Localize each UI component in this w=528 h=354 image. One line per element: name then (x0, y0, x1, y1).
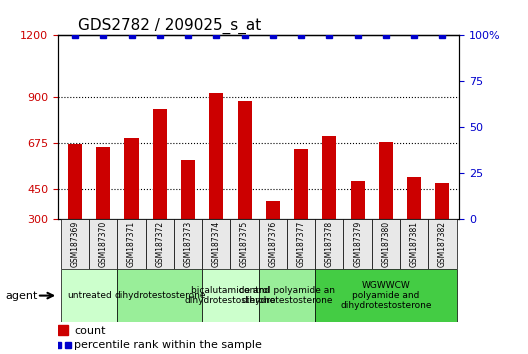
FancyBboxPatch shape (202, 219, 230, 269)
Text: GSM187376: GSM187376 (268, 221, 277, 267)
Text: GSM187377: GSM187377 (297, 221, 306, 267)
FancyBboxPatch shape (61, 269, 117, 322)
Text: GSM187375: GSM187375 (240, 221, 249, 267)
FancyBboxPatch shape (61, 219, 89, 269)
Text: count: count (74, 326, 106, 336)
Bar (407, 177, 421, 219)
Bar (266, 201, 280, 219)
FancyBboxPatch shape (259, 219, 287, 269)
FancyBboxPatch shape (287, 219, 315, 269)
Text: GDS2782 / 209025_s_at: GDS2782 / 209025_s_at (78, 18, 261, 34)
Bar (379, 142, 393, 219)
Bar (153, 109, 167, 219)
Bar (436, 183, 449, 219)
Text: WGWWCW
polyamide and
dihydrotestosterone: WGWWCW polyamide and dihydrotestosterone (340, 281, 431, 310)
Text: dihydrotestosterone: dihydrotestosterone (114, 291, 205, 300)
Text: agent: agent (5, 291, 37, 301)
Text: GSM187372: GSM187372 (155, 221, 164, 267)
Bar (181, 160, 195, 219)
FancyBboxPatch shape (117, 269, 202, 322)
Text: GSM187371: GSM187371 (127, 221, 136, 267)
Text: GSM187381: GSM187381 (410, 221, 419, 267)
FancyBboxPatch shape (202, 269, 259, 322)
Bar (125, 138, 139, 219)
FancyBboxPatch shape (315, 269, 457, 322)
Text: GSM187369: GSM187369 (71, 221, 80, 267)
FancyBboxPatch shape (89, 219, 117, 269)
Text: GSM187374: GSM187374 (212, 221, 221, 267)
Text: GSM187378: GSM187378 (325, 221, 334, 267)
FancyBboxPatch shape (174, 219, 202, 269)
Text: percentile rank within the sample: percentile rank within the sample (74, 340, 262, 350)
FancyBboxPatch shape (372, 219, 400, 269)
FancyBboxPatch shape (117, 219, 146, 269)
Text: bicalutamide and
dihydrotestosterone: bicalutamide and dihydrotestosterone (185, 286, 276, 305)
Bar (209, 93, 223, 219)
Text: GSM187373: GSM187373 (184, 221, 193, 267)
Bar (351, 181, 365, 219)
Text: untreated: untreated (67, 291, 111, 300)
Bar (96, 147, 110, 219)
Bar (294, 149, 308, 219)
FancyBboxPatch shape (344, 219, 372, 269)
FancyBboxPatch shape (230, 219, 259, 269)
FancyBboxPatch shape (146, 219, 174, 269)
FancyBboxPatch shape (428, 219, 457, 269)
FancyBboxPatch shape (259, 269, 315, 322)
Text: GSM187380: GSM187380 (381, 221, 390, 267)
FancyBboxPatch shape (315, 219, 344, 269)
Text: GSM187379: GSM187379 (353, 221, 362, 267)
Bar (322, 136, 336, 219)
Text: control polyamide an
dihydrotestosterone: control polyamide an dihydrotestosterone (239, 286, 335, 305)
FancyBboxPatch shape (400, 219, 428, 269)
Bar (58, 325, 68, 335)
Bar (68, 144, 82, 219)
Bar (238, 101, 252, 219)
Text: GSM187382: GSM187382 (438, 221, 447, 267)
Text: GSM187370: GSM187370 (99, 221, 108, 267)
